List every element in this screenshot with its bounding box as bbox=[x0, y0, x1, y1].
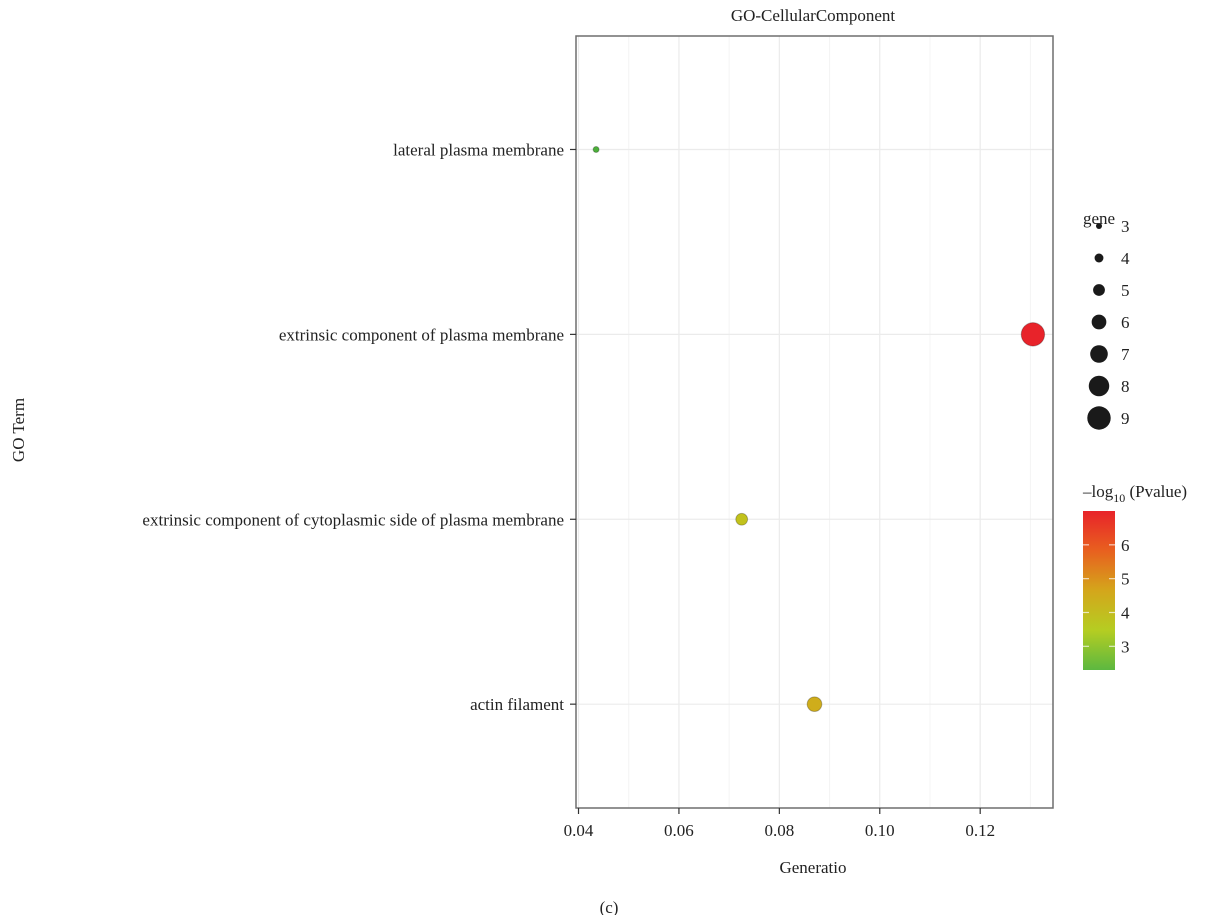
size-legend-label: 8 bbox=[1121, 377, 1130, 396]
y-axis-label: GO Term bbox=[9, 398, 28, 462]
size-legend-label: 3 bbox=[1121, 217, 1130, 236]
size-legend-label: 7 bbox=[1121, 345, 1130, 364]
x-axis-ticks: 0.04 0.06 0.08 0.10 0.12 bbox=[564, 808, 995, 840]
pvalue-color-legend: –log10 (Pvalue) 3 4 5 6 bbox=[1082, 482, 1187, 670]
size-legend-dot bbox=[1093, 284, 1105, 296]
size-legend-title: gene bbox=[1083, 209, 1115, 228]
colorbar-tick-label: 6 bbox=[1121, 536, 1130, 555]
size-legend-label: 4 bbox=[1121, 249, 1130, 268]
data-point bbox=[1020, 322, 1046, 347]
colorbar-tick-label: 4 bbox=[1121, 603, 1130, 622]
y-tick-label: lateral plasma membrane bbox=[393, 140, 564, 159]
size-legend-dot bbox=[1094, 253, 1104, 263]
data-point bbox=[806, 696, 823, 713]
y-tick-label: extrinsic component of plasma membrane bbox=[279, 325, 564, 344]
size-legend-dot bbox=[1087, 406, 1111, 430]
size-legend-label: 9 bbox=[1121, 409, 1130, 428]
colorbar bbox=[1083, 511, 1115, 670]
x-tick-label: 0.10 bbox=[865, 821, 895, 840]
y-tick-label: extrinsic component of cytoplasmic side … bbox=[142, 510, 564, 529]
data-points bbox=[592, 145, 1046, 713]
vertical-gridlines bbox=[577, 36, 1031, 808]
x-tick-label: 0.04 bbox=[564, 821, 594, 840]
y-axis-ticks: lateral plasma membrane extrinsic compone… bbox=[142, 140, 576, 714]
plot-background bbox=[576, 36, 1053, 808]
colorbar-tick-label: 5 bbox=[1121, 570, 1130, 589]
x-tick-label: 0.12 bbox=[965, 821, 995, 840]
x-axis-label: Generatio bbox=[779, 858, 846, 877]
size-legend-dot bbox=[1090, 345, 1108, 363]
x-tick-label: 0.06 bbox=[664, 821, 694, 840]
data-point bbox=[735, 512, 749, 526]
figure-caption: (c) bbox=[600, 898, 619, 915]
color-legend-title: –log10 (Pvalue) bbox=[1082, 482, 1187, 505]
plot-panel bbox=[575, 35, 1054, 809]
size-legend-label: 5 bbox=[1121, 281, 1130, 300]
chart-title: GO-CellularComponent bbox=[731, 6, 896, 25]
size-legend-label: 6 bbox=[1121, 313, 1130, 332]
y-tick-label: actin filament bbox=[470, 695, 564, 714]
data-point bbox=[592, 145, 600, 153]
size-legend-dot bbox=[1091, 314, 1107, 330]
gene-size-legend: gene 3 4 5 6 7 8 9 bbox=[1083, 209, 1130, 430]
x-tick-label: 0.08 bbox=[764, 821, 794, 840]
colorbar-tick-label: 3 bbox=[1121, 637, 1130, 656]
plot-border bbox=[575, 35, 1054, 809]
size-legend-dot bbox=[1088, 375, 1110, 397]
size-legend-dot bbox=[1096, 223, 1102, 229]
